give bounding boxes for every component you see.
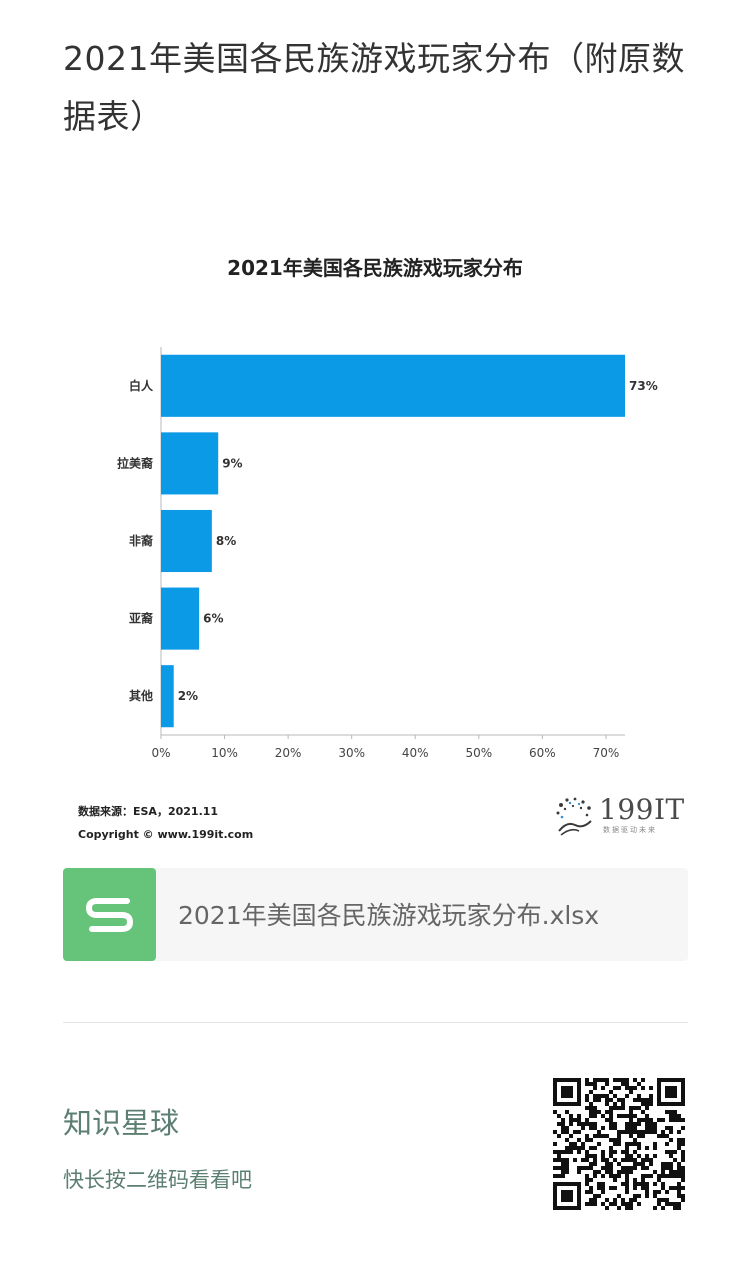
bar-1 <box>161 354 625 417</box>
attachment-filename[interactable]: 2021年美国各民族游戏玩家分布.xlsx <box>178 901 600 930</box>
x-tick-label: 10% <box>211 746 238 760</box>
brand-name: 199IT <box>599 793 685 826</box>
bar-3 <box>161 509 212 573</box>
x-tick-label: 60% <box>529 746 556 760</box>
article-title: 2021年美国各民族游戏玩家分布（附原数据表） <box>63 39 685 136</box>
value-label: 6% <box>203 612 223 626</box>
value-label: 73% <box>629 379 658 393</box>
chart-image: 2021年美国各民族游戏玩家分布 白人 73% 拉美裔 9% 非裔 8% 亚裔 6% 其他 2% … <box>63 225 687 855</box>
x-tick-label: 40% <box>402 746 429 760</box>
spreadsheet-s-icon <box>63 868 156 961</box>
bar-4 <box>161 587 200 650</box>
source-block: 数据来源：ESA，2021.11 Copyright © www.199it.c… <box>78 800 253 846</box>
bar-2 <box>161 432 219 495</box>
category-label: 其他 <box>129 688 153 703</box>
planet-title: 知识星球 <box>63 1106 180 1140</box>
category-label: 非裔 <box>129 533 153 548</box>
planet-hint: 快长按二维码看看吧 <box>63 1168 252 1192</box>
x-tick-label: 30% <box>338 746 365 760</box>
x-tick-label: 70% <box>593 746 620 760</box>
chart-title: 2021年美国各民族游戏玩家分布 <box>227 256 523 280</box>
value-label: 8% <box>216 534 236 548</box>
value-label: 9% <box>222 456 242 470</box>
brand-tagline: 数据驱动未来 <box>603 826 657 834</box>
category-label: 拉美裔 <box>117 455 153 470</box>
value-label: 2% <box>178 689 198 703</box>
qr-code-icon[interactable] <box>553 1078 685 1210</box>
x-tick-label: 20% <box>275 746 302 760</box>
category-label: 亚裔 <box>129 611 153 626</box>
source-line: 数据来源：ESA，2021.11 <box>78 805 219 818</box>
x-ticks-group: 0% 10% 20% 30% 40% 50% 60% 70% <box>151 735 619 760</box>
copyright-line: Copyright © www.199it.com <box>78 828 254 841</box>
x-tick-label: 50% <box>465 746 492 760</box>
bars-group: 白人 73% 拉美裔 9% 非裔 8% 亚裔 6% 其他 2% <box>117 354 658 728</box>
bar-5 <box>161 665 174 728</box>
attachment-card[interactable]: 2021年美国各民族游戏玩家分布.xlsx <box>63 868 688 961</box>
x-tick-label: 0% <box>151 746 170 760</box>
bar-chart: 2021年美国各民族游戏玩家分布 白人 73%拉美裔 9%非裔 8%亚裔 6%其他 2% … <box>117 256 658 760</box>
category-label: 白人 <box>129 378 154 393</box>
dandelion-logo-icon <box>556 797 592 836</box>
section-divider <box>63 1022 688 1023</box>
brand-logo: 199IT 数据驱动未来 <box>553 793 685 839</box>
